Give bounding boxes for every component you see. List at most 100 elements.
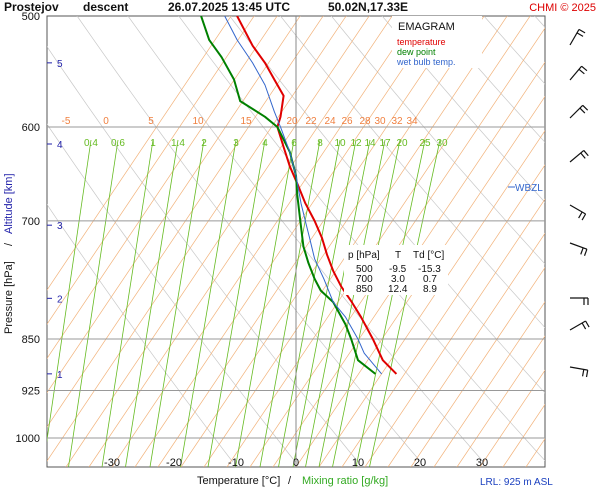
mixing-ratio-line [369, 139, 441, 467]
mixing-ratio-line [305, 139, 371, 467]
wind-barb [570, 297, 589, 305]
mixing-ratio-label: 30 [436, 138, 448, 149]
mixing-ratio-line [207, 139, 266, 467]
station-name: Prostejov [4, 0, 59, 14]
dry-adiabat-line [564, 0, 600, 462]
isotherm-line [272, 61, 545, 467]
table-header-t: T [395, 250, 401, 261]
legend-wetbulb: wet bulb temp. [396, 57, 456, 67]
mixing-ratio-label: 2 [201, 138, 207, 149]
isotherm-label: 26 [341, 116, 353, 127]
wind-barb [569, 104, 589, 119]
x-axis-title-sep: / [288, 475, 292, 487]
x-tick-label: 0 [293, 457, 299, 469]
dry-adiabat-line [76, 16, 422, 463]
altitude-tick-label: 1 [57, 370, 63, 381]
mixing-ratio-line [47, 139, 92, 443]
altitude-tick-label: 4 [57, 140, 63, 151]
mixing-ratio-label: 3 [233, 138, 239, 149]
wind-barb-flag [576, 32, 584, 37]
legend-box [392, 16, 482, 68]
x-axis-title-temperature: Temperature [°C] [197, 475, 280, 487]
level-table-box [344, 245, 448, 295]
legend-temperature: temperature [397, 37, 446, 47]
isotherm-line [410, 266, 545, 467]
wind-barbs [569, 28, 590, 378]
mixing-ratio-label: 4 [262, 138, 268, 149]
wind-barb-flag [585, 370, 589, 378]
wind-barb-flag [582, 104, 589, 111]
dry-adiabat-line [483, 16, 545, 85]
altitude-tick-label: 3 [57, 221, 63, 232]
table-header-p: p [hPa] [348, 250, 380, 261]
wind-barb-flag [583, 248, 588, 256]
wind-barb-staff [569, 320, 586, 331]
mixing-ratio-label: 0.4 [84, 138, 98, 149]
wind-barb-flag [581, 213, 587, 221]
mixing-ratio-label: 6 [291, 138, 297, 149]
mixing-ratio-label: 17 [379, 138, 391, 149]
mixing-ratio-line [292, 139, 357, 467]
pressure-tick-label: 1000 [16, 433, 40, 445]
isotherm-line [456, 335, 545, 467]
mixing-ratio-label: 14 [364, 138, 376, 149]
y-axis-title-pressure: Pressure [hPa] [3, 261, 15, 334]
mixing-ratio-line [180, 139, 237, 467]
altitude-tick-label: 5 [57, 59, 63, 70]
mixing-ratio-line [68, 139, 119, 467]
isotherm-label: 32 [391, 116, 403, 127]
isotherm-line [479, 369, 545, 467]
pressure-tick-label: 850 [22, 334, 40, 346]
isotherm-label: -5 [62, 116, 71, 127]
isotherm-label: 15 [240, 116, 252, 127]
sounding-datetime: 26.07.2025 13:45 UTC [168, 0, 290, 14]
legend-dewpoint: dew point [397, 47, 436, 57]
isotherm-line [341, 164, 545, 467]
x-axis-title-mixing: Mixing ratio [g/kg] [302, 475, 388, 487]
lrl-label: LRL: 925 m ASL [480, 477, 553, 488]
isotherm-line [47, 16, 255, 325]
isotherm-line [47, 16, 324, 428]
pressure-tick-label: 925 [22, 386, 40, 398]
x-tick-label: 20 [414, 457, 426, 469]
mixing-ratio-label: 1 [150, 138, 156, 149]
isotherm-label: 28 [359, 116, 371, 127]
mixing-ratio-line [235, 139, 295, 467]
x-tick-label: -30 [104, 457, 120, 469]
isotherm-label: 0 [103, 116, 109, 127]
dry-adiabat-line [280, 16, 545, 329]
dry-adiabat-line [47, 46, 359, 463]
wind-barb [569, 65, 588, 81]
dry-adiabat-line [127, 16, 484, 463]
pressure-tick-label: 600 [22, 122, 40, 134]
table-cell: -15.3 [418, 264, 441, 275]
pressure-tick-label: 700 [22, 216, 40, 228]
x-tick-label: 30 [476, 457, 488, 469]
x-tick-label: -20 [166, 457, 182, 469]
wind-barb-flag [585, 320, 590, 328]
legend-title: EMAGRAM [398, 21, 455, 33]
isotherm-line [65, 16, 370, 467]
isotherm-label: 24 [324, 116, 336, 127]
wind-barb-staff [569, 149, 585, 163]
isotherm-line [318, 130, 545, 467]
x-tick-label: -10 [228, 457, 244, 469]
mixing-ratio-label: 1.4 [171, 138, 185, 149]
wind-barb [569, 149, 589, 163]
mixing-ratio-label: 8 [317, 138, 323, 149]
sounding-series [200, 16, 398, 375]
isotherm-line [295, 95, 545, 467]
mixing-ratio-line [101, 139, 154, 467]
wind-barb-flag [583, 150, 589, 157]
isotherm-line [387, 232, 545, 467]
wind-barb [569, 242, 588, 256]
isotherm-line [47, 16, 347, 462]
pressure-tick-label: 500 [22, 11, 40, 23]
wind-barb [569, 28, 586, 46]
wind-barb [569, 204, 587, 221]
y-axis-title: Pressure [hPa] / Altitude [km] [3, 173, 15, 334]
table-header-td: Td [°C] [413, 250, 444, 261]
table-cell: 12.4 [388, 284, 408, 295]
isotherm-line [595, 0, 600, 467]
isotherm-line [433, 301, 545, 467]
